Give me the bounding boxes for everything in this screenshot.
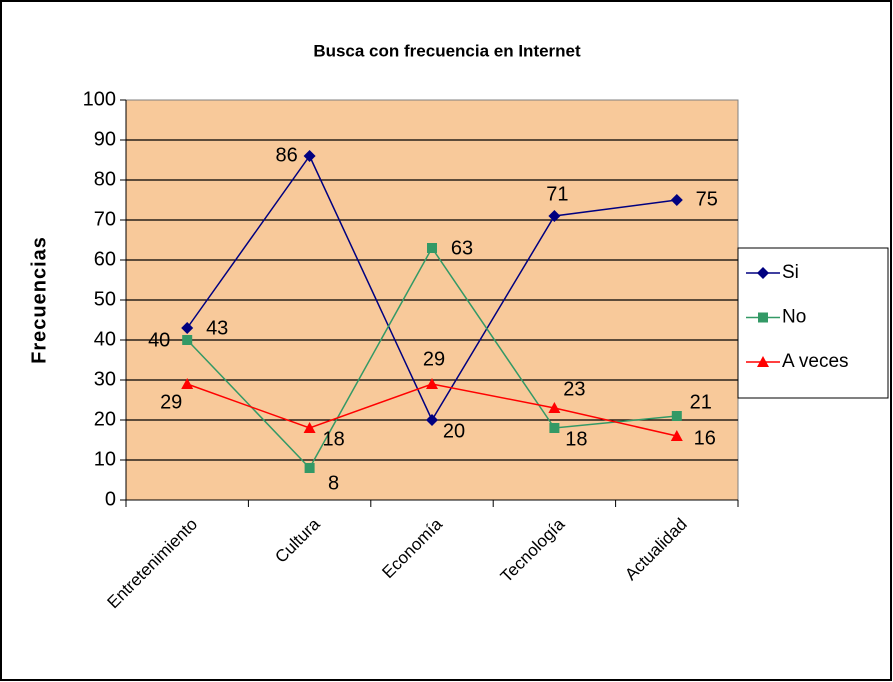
legend-marker	[758, 312, 768, 323]
point	[548, 210, 561, 222]
data-label: 18	[322, 428, 344, 450]
y-tick-label: 0	[105, 488, 116, 510]
data-label: 16	[694, 427, 716, 449]
point	[181, 322, 194, 334]
y-tick-label: 90	[94, 128, 116, 150]
point	[182, 335, 193, 345]
data-label: 21	[690, 391, 712, 413]
point	[303, 422, 316, 433]
point	[426, 414, 438, 426]
y-tick-label: 40	[94, 328, 116, 350]
legend-marker	[757, 356, 769, 367]
y-tick-label: 80	[94, 168, 116, 190]
legend-label: No	[782, 307, 806, 328]
legend-marker	[757, 267, 769, 279]
point	[670, 194, 683, 206]
point	[181, 378, 194, 389]
point	[304, 463, 315, 473]
point	[670, 430, 683, 441]
point	[303, 150, 316, 162]
legend-label: A veces	[782, 351, 849, 372]
data-label: 63	[451, 237, 473, 259]
data-label: 8	[328, 472, 339, 494]
y-tick-label: 10	[94, 448, 116, 470]
point	[427, 243, 437, 253]
point	[548, 402, 561, 413]
data-label: 75	[696, 188, 718, 210]
data-label: 20	[443, 420, 465, 442]
data-label: 29	[160, 391, 182, 413]
y-tick-label: 30	[94, 368, 116, 390]
point	[426, 378, 438, 389]
data-label: 23	[563, 378, 585, 400]
data-label: 40	[148, 329, 170, 351]
legend-label: Si	[782, 262, 799, 283]
data-label: 18	[565, 428, 587, 450]
y-tick-label: 70	[94, 208, 116, 230]
point	[549, 423, 560, 433]
y-tick-label: 20	[94, 408, 116, 430]
point	[671, 411, 682, 421]
y-tick-label: 100	[83, 88, 116, 110]
data-label: 71	[546, 183, 568, 205]
y-tick-label: 60	[94, 248, 116, 270]
y-tick-label: 50	[94, 288, 116, 310]
data-label: 29	[423, 348, 445, 370]
data-label: 43	[206, 317, 228, 339]
data-label: 86	[275, 144, 297, 166]
y-axis-label: Frecuencias	[28, 236, 50, 364]
chart-title: Busca con frecuencia en Internet	[313, 41, 581, 60]
